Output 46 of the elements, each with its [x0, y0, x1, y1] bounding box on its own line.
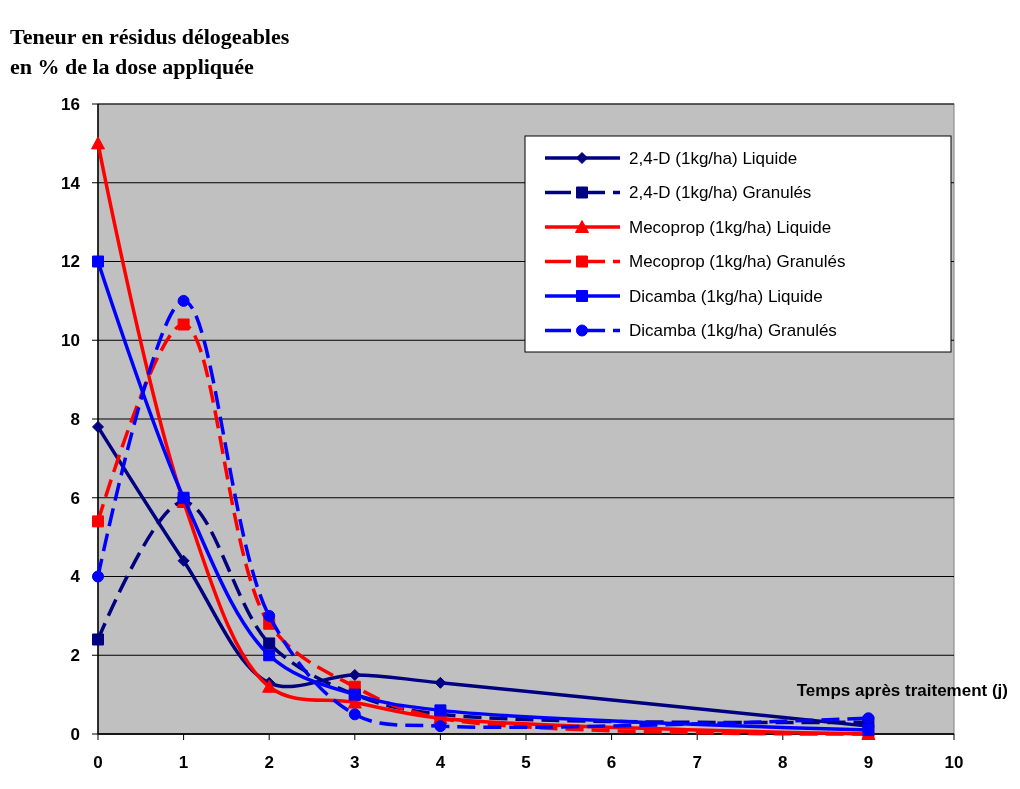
- y-tick-label: 2: [70, 646, 80, 666]
- point: [92, 633, 104, 646]
- point: [91, 136, 105, 150]
- point: [434, 704, 447, 717]
- x-tick-label: 7: [692, 753, 702, 772]
- x-tick-label: 3: [350, 753, 360, 772]
- point: [862, 712, 875, 725]
- point: [177, 294, 190, 307]
- chart-title: Teneur en résidus délogeables en % de la dose appliquée: [10, 24, 290, 79]
- y-tick-label: 4: [70, 567, 81, 587]
- x-tick-label: 1: [178, 753, 189, 772]
- legend-label: 2,4-D (1kg/ha) Liquide: [629, 148, 798, 168]
- x-axis-title: Temps après traitement (j): [796, 681, 1008, 700]
- x-tick-label: 6: [606, 753, 617, 772]
- x-tick-label: 9: [863, 753, 874, 772]
- point: [92, 570, 104, 583]
- x-tick-label: 10: [944, 753, 964, 772]
- y-tick-label: 12: [61, 252, 80, 272]
- legend-label: 2,4-D (1kg/ha) Granulés: [629, 183, 812, 203]
- x-tick-label: 2: [264, 753, 274, 772]
- x-tick-label: 4: [435, 753, 446, 772]
- y-tick-label: 14: [61, 173, 81, 193]
- y-tick-label: 6: [70, 488, 80, 508]
- legend-label: Dicamba (1kg/ha) Liquide: [629, 286, 823, 306]
- y-tick-label: 0: [70, 724, 80, 744]
- y-tick-label: 8: [70, 409, 80, 429]
- point: [263, 649, 276, 662]
- point: [262, 679, 277, 693]
- x-tick-label: 5: [521, 753, 531, 772]
- legend-label: Dicamba (1kg/ha) Granulés: [629, 321, 837, 341]
- point: [92, 420, 104, 433]
- x-tick-label: 0: [93, 753, 103, 772]
- point: [177, 554, 190, 567]
- point: [263, 637, 276, 650]
- point: [177, 318, 190, 331]
- legend-label: Mecoprop (1kg/ha) Granulés: [629, 252, 846, 272]
- point: [177, 491, 190, 504]
- point: [348, 708, 361, 721]
- legend-label: Mecoprop (1kg/ha) Liquide: [629, 217, 832, 237]
- point: [434, 720, 447, 733]
- y-tick-label: 10: [61, 331, 80, 351]
- x-tick-label: 8: [778, 753, 788, 772]
- y-tick-label: 16: [61, 94, 80, 114]
- point: [92, 255, 104, 268]
- point: [263, 609, 276, 622]
- point: [92, 515, 104, 528]
